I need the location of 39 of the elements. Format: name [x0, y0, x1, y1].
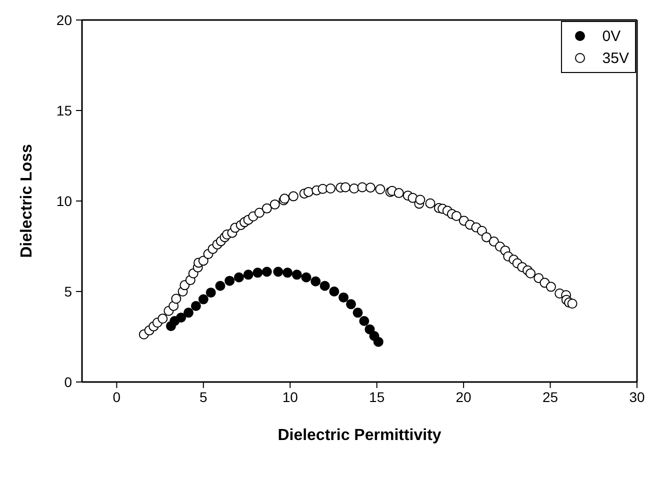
- x-tick-label: 15: [369, 388, 385, 405]
- point: [359, 316, 370, 326]
- point: [292, 270, 302, 280]
- point: [198, 294, 208, 304]
- legend-label: 0V: [602, 28, 621, 44]
- point: [262, 266, 272, 277]
- x-tick-label: 0: [112, 388, 121, 405]
- point: [273, 266, 284, 277]
- point: [224, 276, 235, 286]
- point: [252, 268, 263, 278]
- point: [329, 286, 340, 296]
- point: [282, 268, 293, 278]
- x-tick-label: 20: [456, 388, 472, 405]
- point: [176, 312, 186, 323]
- point: [206, 288, 216, 298]
- point: [215, 280, 226, 291]
- y-tick-label: 10: [56, 192, 72, 209]
- y-tick-label: 0: [64, 374, 72, 390]
- point: [234, 272, 244, 282]
- x-tick-label: 5: [200, 388, 208, 405]
- point: [320, 280, 330, 291]
- point: [183, 308, 194, 318]
- y-tick-label: 5: [64, 283, 72, 300]
- legend-label: 35V: [602, 50, 629, 66]
- y-tick-label: 15: [56, 102, 72, 118]
- point: [243, 270, 254, 280]
- x-tick-label: 10: [282, 388, 298, 405]
- point: [310, 276, 321, 286]
- point: [301, 272, 312, 282]
- x-tick-label: 30: [629, 388, 645, 405]
- x-axis-title: Dielectric Permittivity: [278, 427, 442, 444]
- point: [352, 308, 363, 318]
- point: [338, 292, 349, 302]
- y-axis-title: Dielectric Loss: [18, 144, 36, 258]
- y-tick-label: 20: [56, 12, 72, 28]
- point: [190, 300, 201, 311]
- point: [373, 336, 384, 347]
- x-tick-label: 25: [542, 388, 558, 405]
- point: [346, 299, 356, 310]
